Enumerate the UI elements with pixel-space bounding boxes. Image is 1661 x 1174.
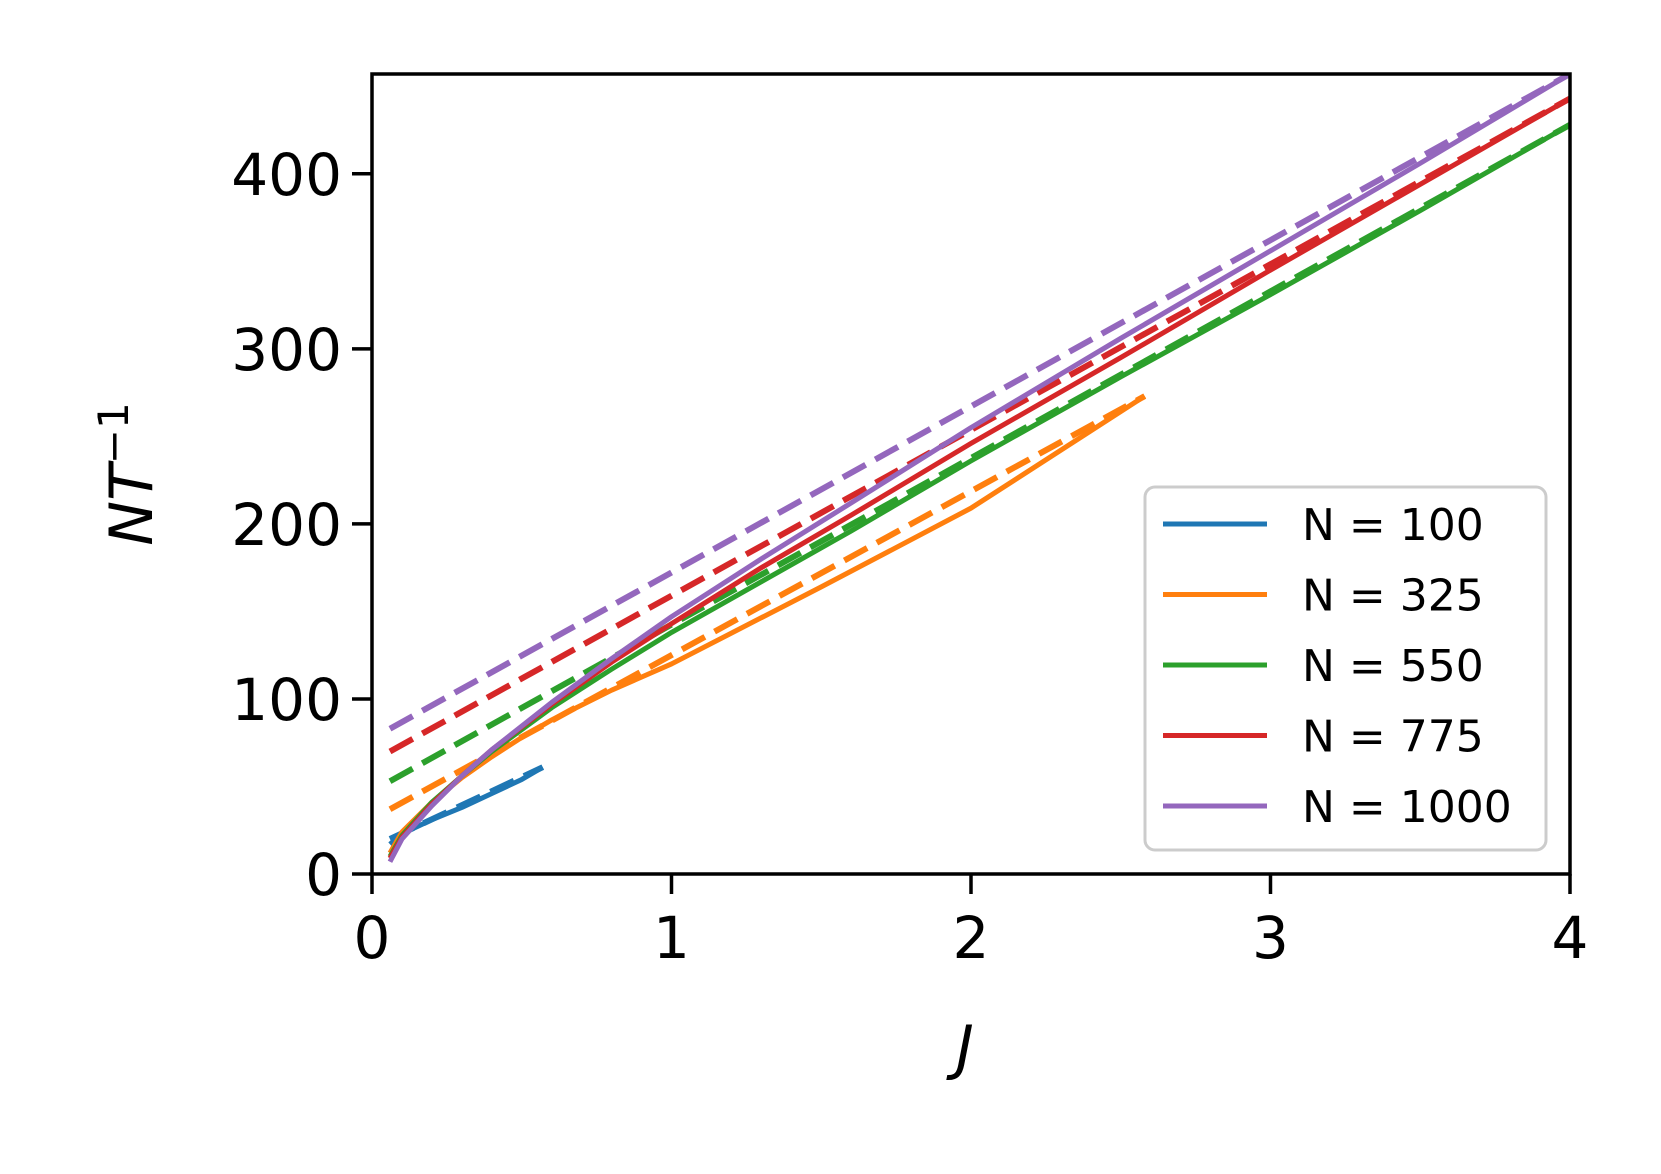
x-tick-label-3: 3: [1252, 904, 1289, 972]
y-axis-label-exponent: −1: [89, 402, 138, 464]
legend: N = 100 N = 325 N = 550 N = 775 N = 1000: [1143, 485, 1548, 852]
series-layer: [387, 74, 1570, 863]
x-tick-label-0: 0: [354, 904, 391, 972]
dashed-line-n-325: [388, 393, 1147, 812]
x-tick-label-2: 2: [953, 904, 990, 972]
legend-label-n-550: N = 550: [1302, 641, 1484, 692]
legend-label-n-100: N = 100: [1302, 500, 1484, 551]
x-tick-label-1: 1: [653, 904, 690, 972]
solid-line-n-1000: [387, 74, 1570, 863]
y-tick-label-100: 100: [231, 666, 342, 734]
ticks-layer: 0 1 2 3 4 0 100 200 300 400: [231, 141, 1588, 972]
y-tick-label-0: 0: [305, 841, 342, 909]
y-tick-label-400: 400: [231, 141, 342, 209]
y-axis-label: NT−1: [89, 402, 167, 545]
dashed-line-n-1000: [388, 74, 1570, 732]
y-axis-label-base: NT: [97, 460, 167, 546]
legend-label-n-325: N = 325: [1302, 571, 1484, 622]
legend-label-n-775: N = 775: [1302, 712, 1484, 763]
legend-label-n-1000: N = 1000: [1302, 782, 1512, 833]
legend-frame: [1143, 485, 1548, 852]
x-tick-label-4: 4: [1552, 904, 1589, 972]
y-tick-label-200: 200: [231, 491, 342, 559]
y-tick-label-300: 300: [231, 316, 342, 384]
